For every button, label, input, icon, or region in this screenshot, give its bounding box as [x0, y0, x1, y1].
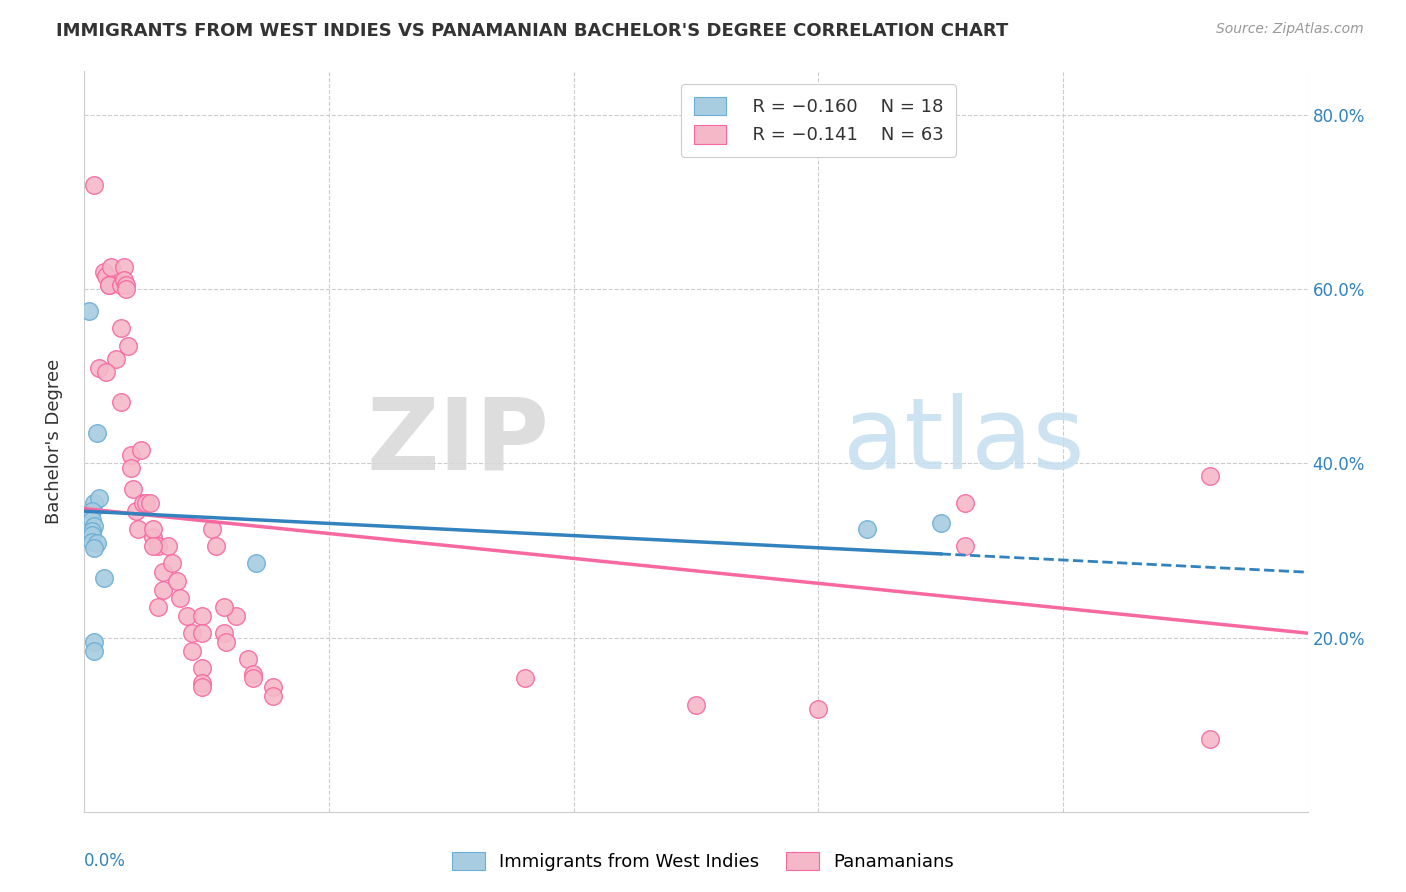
Point: [83, 178, 105, 192]
Point: [77, 304, 100, 318]
Text: atlas: atlas: [842, 393, 1084, 490]
Point: [120, 448, 142, 462]
Point: [80, 504, 103, 518]
Point: [181, 643, 204, 657]
Point: [83, 495, 105, 509]
Point: [238, 652, 260, 666]
Text: Source: ZipAtlas.com: Source: ZipAtlas.com: [1216, 22, 1364, 37]
Point: [212, 626, 235, 640]
Point: [162, 557, 184, 571]
Point: [87, 360, 110, 375]
Point: [212, 600, 235, 615]
Point: [215, 635, 238, 649]
Point: [127, 522, 149, 536]
Legend:   R = −0.160    N = 18,   R = −0.141    N = 63: R = −0.160 N = 18, R = −0.141 N = 63: [681, 84, 956, 157]
Point: [96, 268, 118, 283]
Text: ZIP: ZIP: [367, 393, 550, 490]
Point: [86, 425, 108, 440]
Point: [115, 277, 138, 292]
Point: [856, 522, 879, 536]
Point: [191, 626, 214, 640]
Point: [1198, 469, 1220, 483]
Point: [166, 574, 188, 588]
Point: [262, 680, 284, 694]
Point: [129, 443, 152, 458]
Point: [112, 260, 135, 275]
Text: IMMIGRANTS FROM WEST INDIES VS PANAMANIAN BACHELOR'S DEGREE CORRELATION CHART: IMMIGRANTS FROM WEST INDIES VS PANAMANIA…: [56, 22, 1008, 40]
Point: [929, 516, 952, 530]
Point: [146, 539, 169, 553]
Point: [120, 460, 142, 475]
Point: [110, 277, 132, 292]
Point: [513, 672, 536, 686]
Point: [807, 702, 830, 716]
Point: [105, 351, 128, 366]
Point: [112, 273, 135, 287]
Point: [132, 495, 155, 509]
Point: [142, 539, 165, 553]
Point: [93, 265, 115, 279]
Point: [1198, 732, 1220, 747]
Point: [685, 698, 707, 712]
Point: [191, 680, 214, 694]
Point: [139, 495, 162, 509]
Point: [80, 534, 103, 549]
Point: [262, 689, 284, 703]
Point: [100, 260, 122, 275]
Point: [242, 672, 264, 686]
Point: [191, 675, 214, 690]
Point: [93, 571, 115, 585]
Point: [80, 513, 103, 527]
Point: [87, 491, 110, 505]
Point: [953, 495, 976, 509]
Point: [122, 483, 145, 497]
Point: [96, 365, 118, 379]
Point: [242, 667, 264, 681]
Point: [115, 282, 138, 296]
Point: [152, 565, 174, 579]
Point: [125, 504, 148, 518]
Point: [80, 524, 103, 539]
Point: [191, 608, 214, 623]
Point: [86, 536, 108, 550]
Point: [110, 321, 132, 335]
Legend: Immigrants from West Indies, Panamanians: Immigrants from West Indies, Panamanians: [444, 845, 962, 879]
Point: [83, 643, 105, 657]
Point: [117, 339, 139, 353]
Point: [156, 539, 179, 553]
Point: [176, 608, 198, 623]
Point: [205, 539, 228, 553]
Point: [135, 495, 157, 509]
Point: [97, 277, 120, 292]
Point: [953, 539, 976, 553]
Point: [80, 527, 103, 541]
Point: [83, 519, 105, 533]
Point: [142, 530, 165, 544]
Point: [146, 600, 169, 615]
Point: [181, 626, 204, 640]
Point: [225, 608, 247, 623]
Point: [152, 582, 174, 597]
Point: [142, 522, 165, 536]
Point: [200, 522, 222, 536]
Point: [97, 277, 120, 292]
Text: 0.0%: 0.0%: [84, 853, 127, 871]
Point: [83, 635, 105, 649]
Point: [191, 661, 214, 675]
Point: [245, 557, 267, 571]
Point: [110, 395, 132, 409]
Point: [169, 591, 191, 606]
Point: [83, 541, 105, 555]
Y-axis label: Bachelor's Degree: Bachelor's Degree: [45, 359, 63, 524]
